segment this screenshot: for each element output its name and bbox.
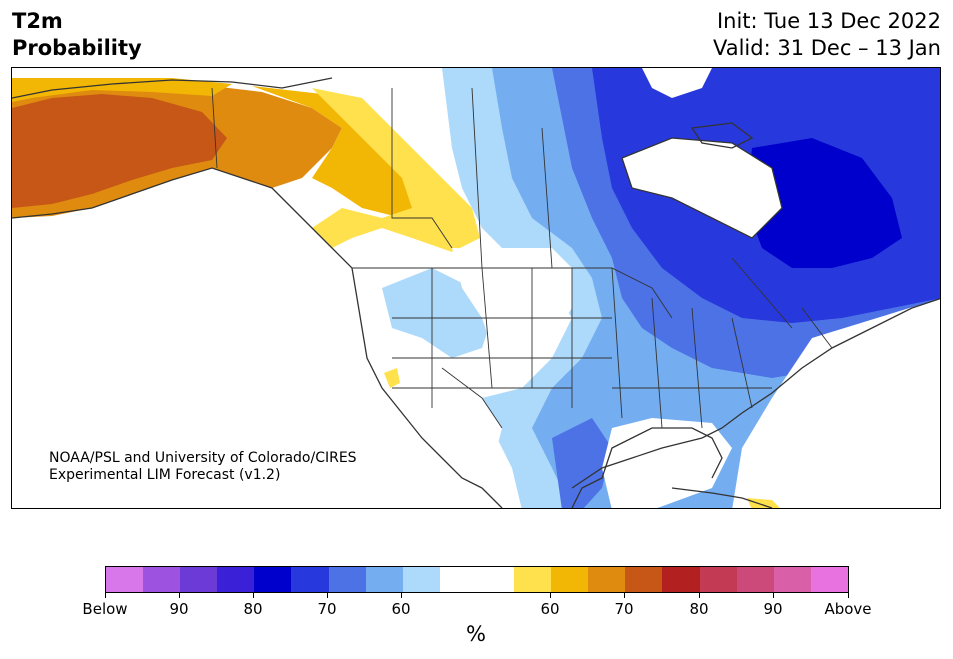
greenland-gap [642, 68, 712, 98]
baja-yellow [384, 368, 400, 388]
colorbar-segment [217, 567, 255, 592]
colorbar-segment [439, 567, 477, 592]
title-line-2: Probability [12, 36, 142, 60]
colorbar-tick-mark [401, 593, 402, 598]
colorbar-tick-mark [624, 593, 625, 598]
colorbar-tick-mark [550, 593, 551, 598]
hudson-bay [622, 138, 782, 238]
colorbar-segment [662, 567, 700, 592]
colorbar-tick-mark [848, 593, 849, 598]
colorbar-segment [180, 567, 218, 592]
credit-text: NOAA/PSL and University of Colorado/CIRE… [49, 450, 357, 484]
alaska-gold-north [12, 78, 232, 102]
colorbar-segment [625, 567, 663, 592]
caribbean-yellow [747, 498, 780, 508]
colorbar-unit: % [466, 622, 486, 646]
colorbar-tick-label: 70 [317, 600, 337, 618]
colorbar-tick-label: 90 [169, 600, 189, 618]
coastlines [12, 77, 940, 508]
colorbar-segment [699, 567, 737, 592]
colorbar-segment [588, 567, 626, 592]
colorbar-tick-label: 80 [243, 600, 263, 618]
navy-region [747, 138, 902, 268]
colorbar-segment [514, 567, 552, 592]
credit-line-1: NOAA/PSL and University of Colorado/CIRE… [49, 450, 357, 466]
colorbar-segment [810, 567, 848, 592]
colorbar-tick-label: 60 [391, 600, 411, 618]
pacific-ocean [12, 178, 481, 508]
colorbar-segment [476, 567, 515, 592]
colorbar-tick-mark [253, 593, 254, 598]
colorbar-segment [291, 567, 329, 592]
colorbar-segment [365, 567, 403, 592]
colorbar-segment [106, 567, 144, 592]
colorbar-segment [328, 567, 366, 592]
mexico-plateau-white [392, 368, 502, 498]
colorbar-tick-mark [327, 593, 328, 598]
colorbar-tick-label: Below [82, 600, 128, 618]
gulf-of-mexico [602, 418, 732, 508]
probability-map [12, 68, 940, 508]
colorbar-tick-mark [773, 593, 774, 598]
colorbar-segment [736, 567, 774, 592]
colorbar-tick-label: 70 [614, 600, 634, 618]
title-line-1: T2m [12, 9, 63, 33]
map-panel [11, 67, 941, 509]
colorbar-tick-label: 80 [689, 600, 709, 618]
atlantic-ocean [732, 298, 940, 508]
west-us-white [452, 248, 572, 358]
credit-line-2: Experimental LIM Forecast (v1.2) [49, 467, 281, 483]
colorbar [105, 566, 849, 593]
colorbar-segment [143, 567, 181, 592]
colorbar-tick-label: Above [824, 600, 872, 618]
colorbar-segment [551, 567, 589, 592]
colorbar-tick-mark [699, 593, 700, 598]
colorbar-tick-label: 90 [763, 600, 783, 618]
valid-range: Valid: 31 Dec – 13 Jan [712, 36, 941, 60]
medblue-gulf-region [552, 418, 612, 508]
canada-yellow-region [312, 88, 480, 252]
colorbar-tick-label: 60 [540, 600, 560, 618]
colorbar-tick-mark [105, 593, 106, 598]
colorbar-segment [254, 567, 292, 592]
colorbar-segment [773, 567, 811, 592]
alaska-rust-region [12, 94, 227, 208]
alaska-gold-region [252, 86, 422, 218]
colorbar-tick-mark [179, 593, 180, 598]
colorbar-segment [402, 567, 440, 592]
forecast-dates: Init: Tue 13 Dec 2022 Valid: 31 Dec – 13… [713, 8, 941, 62]
political-borders [211, 87, 833, 429]
chart-title: T2m Probability [12, 8, 142, 62]
init-date: Init: Tue 13 Dec 2022 [716, 9, 941, 33]
